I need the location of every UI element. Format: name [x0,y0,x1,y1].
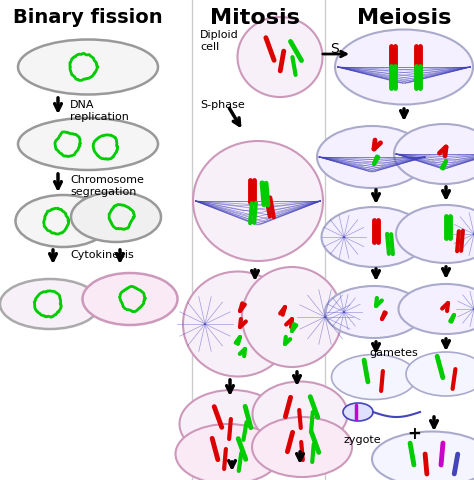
Ellipse shape [331,355,417,400]
Ellipse shape [18,119,158,171]
Ellipse shape [325,287,423,338]
Ellipse shape [252,417,352,477]
Ellipse shape [82,274,177,325]
Ellipse shape [0,279,100,329]
Text: Diploid
cell: Diploid cell [200,30,239,51]
Text: zygote: zygote [344,434,382,444]
Ellipse shape [394,125,474,185]
Ellipse shape [335,30,473,105]
Text: DNA
replication: DNA replication [70,100,129,121]
Text: Meiosis: Meiosis [357,8,451,28]
Ellipse shape [242,267,342,367]
Text: gametes: gametes [369,347,418,357]
Ellipse shape [193,142,323,262]
Ellipse shape [317,127,427,189]
Ellipse shape [406,352,474,396]
Ellipse shape [372,432,474,480]
Ellipse shape [396,205,474,264]
Ellipse shape [253,382,347,446]
Ellipse shape [321,207,427,267]
Ellipse shape [180,390,284,458]
Ellipse shape [399,285,474,334]
Ellipse shape [183,272,293,377]
Text: Chromosome
segregation: Chromosome segregation [70,175,144,196]
Ellipse shape [16,195,110,248]
Ellipse shape [18,40,158,96]
Text: S-phase: S-phase [200,100,245,110]
Ellipse shape [237,18,322,98]
Ellipse shape [343,403,373,421]
Text: Cytokinesis: Cytokinesis [70,250,134,260]
Text: Binary fission: Binary fission [13,8,163,27]
Text: S: S [330,42,339,56]
Ellipse shape [175,424,281,480]
Ellipse shape [71,192,161,242]
Text: Mitosis: Mitosis [210,8,300,28]
Text: +: + [407,424,421,442]
